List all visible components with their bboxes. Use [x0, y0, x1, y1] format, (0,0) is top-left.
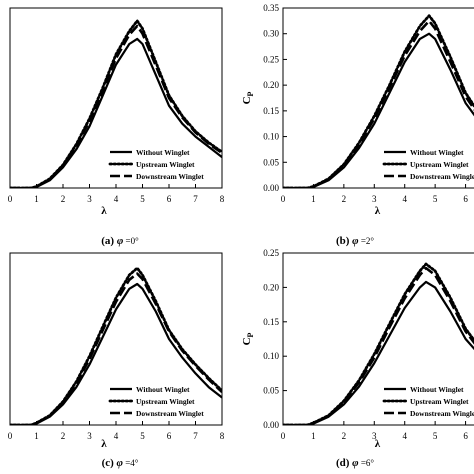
plot-frame: [282, 7, 474, 189]
y-tick-label: 0.05: [263, 386, 279, 396]
x-tick-label: 3: [372, 194, 377, 204]
legend-label: Without Winglet: [136, 385, 190, 394]
legend-label: Upstream Winglet: [136, 397, 195, 406]
x-tick-label: 1: [311, 194, 316, 204]
x-tick-label: 6: [463, 431, 468, 441]
series-line-upstream-winglet: [283, 14, 474, 188]
legend-label: Upstream Winglet: [410, 397, 469, 406]
x-tick-label: 6: [167, 431, 172, 441]
x-tick-label: 1: [34, 431, 39, 441]
y-tick-label: 0.15: [263, 317, 279, 327]
legend-label: Downstream Winglet: [136, 172, 204, 181]
x-tick-label: 4: [402, 431, 407, 441]
legend-label: Upstream Winglet: [136, 160, 195, 169]
series-line-without-winglet: [10, 282, 222, 425]
y-tick-label: 0.30: [263, 29, 279, 39]
x-tick-label: 5: [140, 194, 145, 204]
y-tick-label: 0.35: [263, 3, 279, 13]
panel-caption: (b) φ =2°: [336, 235, 374, 247]
y-tick-label: 0.20: [263, 282, 279, 292]
legend-label: Upstream Winglet: [410, 160, 469, 169]
x-tick-label: 0: [8, 431, 13, 441]
y-tick-label: 0.10: [263, 351, 279, 361]
series-line-downstream-winglet: [10, 272, 222, 425]
series-line-downstream-winglet: [283, 19, 474, 188]
x-tick-label: 2: [61, 431, 66, 441]
x-tick-label: 3: [87, 431, 92, 441]
x-tick-label: 1: [34, 194, 39, 204]
x-tick-label: 5: [140, 431, 145, 441]
x-tick-label: 6: [463, 194, 468, 204]
y-tick-label: 0.00: [263, 183, 279, 193]
x-tick-label: 8: [220, 431, 225, 441]
y-tick-label: 0.25: [263, 248, 279, 258]
chart-panels: 0 1 2 3 4 5 6 7 8 λ Without Winglet Upstream Wingle…: [8, 3, 474, 469]
legend-label: Without Winglet: [136, 148, 190, 157]
x-tick-label: 4: [402, 194, 407, 204]
series-line-without-winglet: [283, 32, 474, 188]
x-tick-label: 0: [281, 431, 286, 441]
x-tick-label: 2: [61, 194, 66, 204]
legend-label: Without Winglet: [410, 385, 464, 394]
y-tick-label: 0.00: [263, 420, 279, 430]
series-line-downstream-winglet: [10, 24, 222, 188]
series-line-without-winglet: [283, 280, 474, 425]
y-tick-label: 0.25: [263, 54, 279, 64]
chart-panel-3: 0 1 2 3 4 5 6 7 8 λ Without Winglet Upstream Wingle…: [8, 252, 225, 469]
legend-label: Downstream Winglet: [410, 172, 474, 181]
series-line-downstream-winglet: [283, 266, 474, 425]
panel-caption: (d) φ =6°: [336, 457, 374, 469]
plot-frame: [282, 252, 474, 426]
x-axis-label: λ: [375, 205, 381, 217]
panel-caption: (a) φ =0°: [101, 235, 139, 247]
x-tick-label: 1: [311, 431, 316, 441]
x-tick-label: 8: [220, 194, 225, 204]
x-tick-label: 0: [8, 194, 13, 204]
legend-label: Downstream Winglet: [136, 409, 204, 418]
x-tick-label: 7: [193, 431, 198, 441]
chart-panel-2: 012345670.000.050.100.150.200.250.300.35…: [241, 3, 474, 247]
y-axis-label: CP: [241, 332, 255, 345]
x-tick-label: 3: [372, 431, 377, 441]
y-tick-label: 0.20: [263, 80, 279, 90]
x-axis-label: λ: [375, 438, 381, 450]
legend-label: Downstream Winglet: [410, 409, 474, 418]
y-tick-label: 0.05: [263, 157, 279, 167]
x-axis-label: λ: [101, 438, 107, 450]
x-tick-label: 5: [433, 194, 438, 204]
x-axis-label: λ: [101, 205, 107, 217]
x-tick-label: 5: [433, 431, 438, 441]
y-tick-label: 0.15: [263, 106, 279, 116]
legend-label: Without Winglet: [410, 148, 464, 157]
series-line-upstream-winglet: [283, 262, 474, 425]
x-tick-label: 3: [87, 194, 92, 204]
series-line-without-winglet: [10, 37, 222, 188]
y-axis-label: CP: [241, 91, 255, 104]
x-tick-label: 2: [342, 431, 347, 441]
y-tick-label: 0.10: [263, 132, 279, 142]
x-tick-label: 7: [193, 194, 198, 204]
x-tick-label: 2: [342, 194, 347, 204]
chart-panel-4: 012345670.000.050.100.150.200.25λCPWitho…: [241, 248, 474, 469]
x-tick-label: 4: [114, 431, 119, 441]
panel-caption: (c) φ =4°: [102, 457, 139, 469]
x-tick-label: 4: [114, 194, 119, 204]
x-tick-label: 6: [167, 194, 172, 204]
x-tick-label: 0: [281, 194, 286, 204]
chart-panel-1: 0 1 2 3 4 5 6 7 8 λ Without Winglet Upstream Wingle…: [8, 7, 225, 247]
